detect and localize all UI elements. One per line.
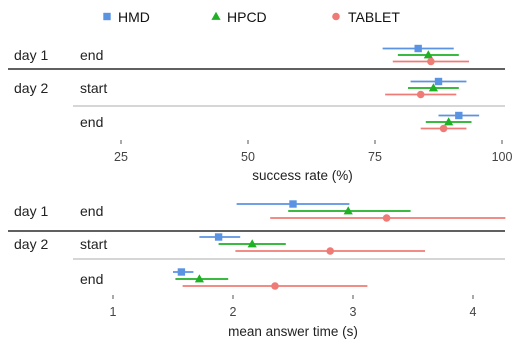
row-session-label: end [80, 47, 103, 63]
point-hmd [214, 233, 223, 241]
x-tick-label: 2 [230, 305, 237, 319]
row-day-label: day 1 [14, 47, 48, 63]
x-tick-label: 3 [350, 305, 357, 319]
point-tablet [271, 282, 279, 290]
point-tablet [382, 214, 391, 222]
row-day-label: day 2 [14, 236, 48, 252]
legend-marker-tablet [332, 12, 340, 21]
point-hmd [414, 44, 422, 53]
x-axis-label: mean answer time (s) [228, 324, 358, 339]
point-hmd [177, 268, 186, 276]
point-tablet [439, 124, 448, 133]
legend-label-hpcd: HPCD [227, 9, 267, 25]
legend-label-hmd: HMD [118, 9, 150, 25]
legend: HMD HPCD TABLET [103, 9, 400, 25]
point-hpcd [444, 117, 454, 126]
point-tablet [416, 90, 425, 99]
x-axis-label: success rate (%) [252, 168, 353, 183]
row-day-label: day 1 [14, 203, 48, 219]
legend-marker-hpcd [211, 11, 221, 20]
x-tick-label: 4 [470, 305, 477, 319]
row-session-label: end [80, 114, 103, 130]
row-day-label: day 2 [14, 80, 48, 96]
success-rate-panel: day 1 end day 2 start end 25 50 75 100 success ra… [8, 44, 513, 183]
x-tick-label: 1 [110, 305, 117, 319]
legend-label-tablet: TABLET [348, 9, 400, 25]
point-hpcd [428, 83, 439, 92]
answer-time-panel: day 1 end day 2 start end 1 2 3 4 mean answer tim… [8, 200, 506, 339]
point-hmd [434, 77, 443, 86]
row-session-label: end [80, 203, 103, 219]
point-hpcd [247, 239, 257, 248]
x-tick-label: 75 [368, 150, 382, 164]
row-session-label: start [80, 80, 107, 96]
x-tick-label: 25 [114, 150, 128, 164]
point-tablet [427, 57, 435, 66]
x-tick-label: 50 [241, 150, 255, 164]
legend-marker-hmd [103, 12, 111, 21]
point-hpcd [423, 50, 433, 59]
x-tick-label: 100 [492, 150, 513, 164]
row-session-label: start [80, 236, 107, 252]
point-hpcd [194, 274, 204, 283]
row-session-label: end [80, 271, 103, 287]
point-hpcd [343, 206, 353, 215]
point-hmd [289, 200, 297, 208]
point-tablet [326, 247, 335, 255]
point-hmd [455, 111, 463, 120]
